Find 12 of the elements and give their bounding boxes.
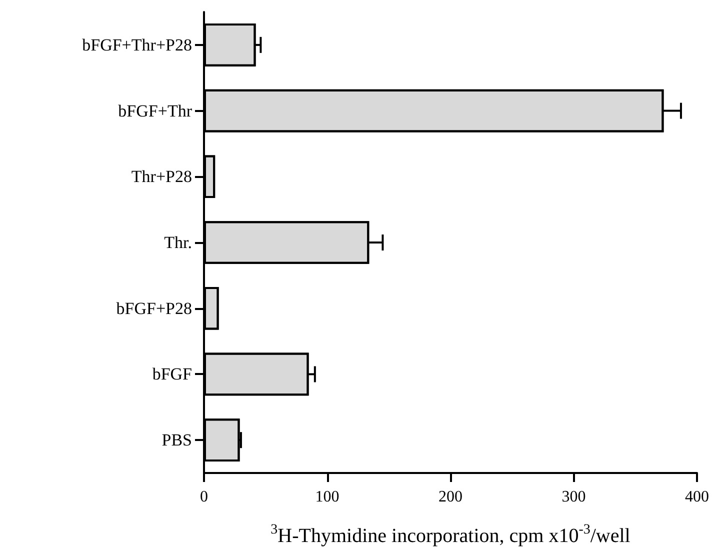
y-tick-label: bFGF+P28 xyxy=(116,298,192,318)
y-tick-label: bFGF+Thr xyxy=(118,101,192,120)
y-tick-label: Thr. xyxy=(164,233,192,252)
y-tick-label: PBS xyxy=(162,430,192,450)
y-tick-label: bFGF xyxy=(152,364,192,384)
x-tick-label: 100 xyxy=(315,488,340,506)
x-tick-label: 300 xyxy=(562,488,586,506)
y-tick-label: Thr+P28 xyxy=(131,167,192,186)
y-tick-label: bFGF+Thr+P28 xyxy=(82,35,192,54)
x-tick-label: 0 xyxy=(200,488,208,506)
x-tick-label: 200 xyxy=(438,488,462,506)
x-tick-label: 400 xyxy=(685,488,709,506)
